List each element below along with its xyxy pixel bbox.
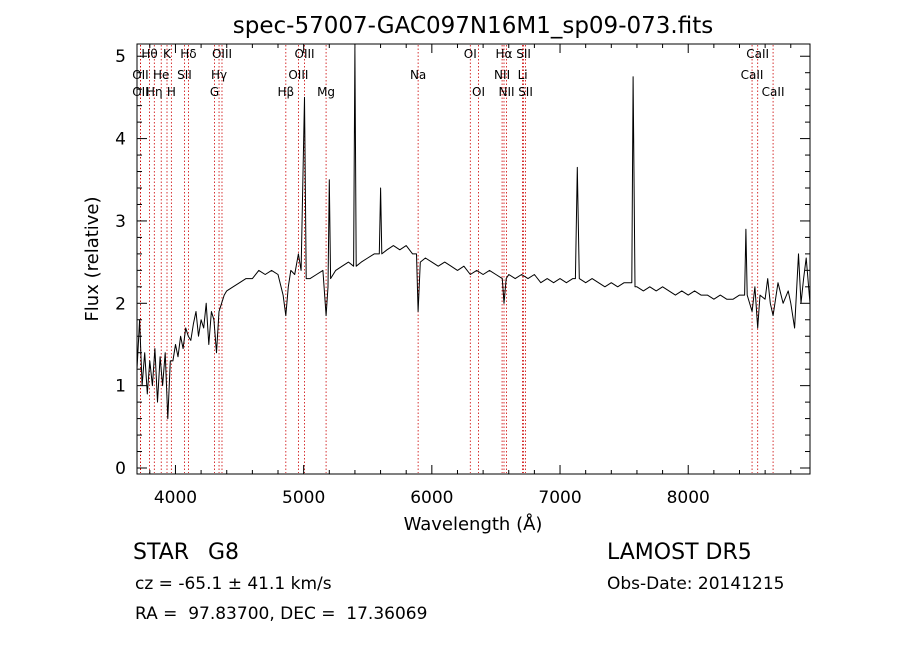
x-tick-label: 4000 <box>154 488 197 508</box>
y-axis: 0 1 2 3 4 5 <box>115 47 810 479</box>
x-tick-label: 6000 <box>410 488 453 508</box>
spectrum-series <box>136 47 811 420</box>
spectral-line-label: OI <box>464 47 477 61</box>
spectral-line-label: He <box>153 68 169 82</box>
coordinates: RA = 97.83700, DEC = 17.36069 <box>135 604 428 624</box>
redshift-info: cz = -65.1 ± 41.1 km/s <box>135 574 332 594</box>
x-tick-label: 7000 <box>538 488 581 508</box>
y-tick-label: 4 <box>115 130 126 150</box>
x-axis: 4000 5000 6000 7000 8000 <box>149 44 792 508</box>
spectral-line-label: Hθ <box>141 47 157 61</box>
plot-frame <box>136 43 811 475</box>
spectrum-line <box>136 47 811 420</box>
spectral-line-label: CaII <box>741 68 764 82</box>
spectral-line-label: SII <box>516 47 531 61</box>
spectral-line-label: NII <box>494 68 510 82</box>
x-axis-label: Wavelength (Å) <box>404 513 543 535</box>
spectral-line-label: Hδ <box>180 47 196 61</box>
spectral-line-label: Na <box>410 68 426 82</box>
spectral-line-label: SII <box>518 85 533 99</box>
spectral-line-label: OII <box>132 68 149 82</box>
chart-title: spec-57007-GAC097N16M1_sp09-073.fits <box>233 13 713 39</box>
spectral-line-label: OI <box>472 85 485 99</box>
spectral-line-label: OII <box>132 85 149 99</box>
spectral-line-label: K <box>163 47 172 61</box>
y-tick-label: 1 <box>115 377 126 397</box>
spectral-line-label: Hγ <box>211 68 227 82</box>
spectral-line-label: CaII <box>762 85 785 99</box>
spectral-line-label: Hβ <box>277 85 294 99</box>
y-tick-label: 2 <box>115 294 126 314</box>
observation-date: Obs-Date: 20141215 <box>607 574 785 594</box>
spectral-line-label: H <box>167 85 176 99</box>
spectral-line-label: CaII <box>746 47 769 61</box>
y-axis-label: Flux (relative) <box>82 196 103 321</box>
y-tick-label: 0 <box>115 459 126 479</box>
survey-name: LAMOST DR5 <box>607 540 752 565</box>
spectral-line-label: Hα <box>496 47 513 61</box>
y-tick-label: 5 <box>115 47 126 67</box>
spectral-line-label: OIII <box>212 47 232 61</box>
spectral-line-markers <box>140 45 774 473</box>
spectral-line-label: G <box>210 85 219 99</box>
object-subclass: G8 <box>208 540 240 565</box>
spectral-line-label: SII <box>177 68 192 82</box>
object-class: STAR <box>133 540 190 565</box>
spectral-line-label: OIII <box>295 47 315 61</box>
y-tick-label: 3 <box>115 212 126 232</box>
spectral-line-label: OIII <box>288 68 308 82</box>
spectral-line-label: Hη <box>146 85 163 99</box>
spectral-line-label: Li <box>518 68 528 82</box>
spectral-line-label: Mg <box>317 85 335 99</box>
x-tick-label: 8000 <box>667 488 710 508</box>
spectral-line-label: NII <box>499 85 515 99</box>
x-tick-label: 5000 <box>282 488 325 508</box>
